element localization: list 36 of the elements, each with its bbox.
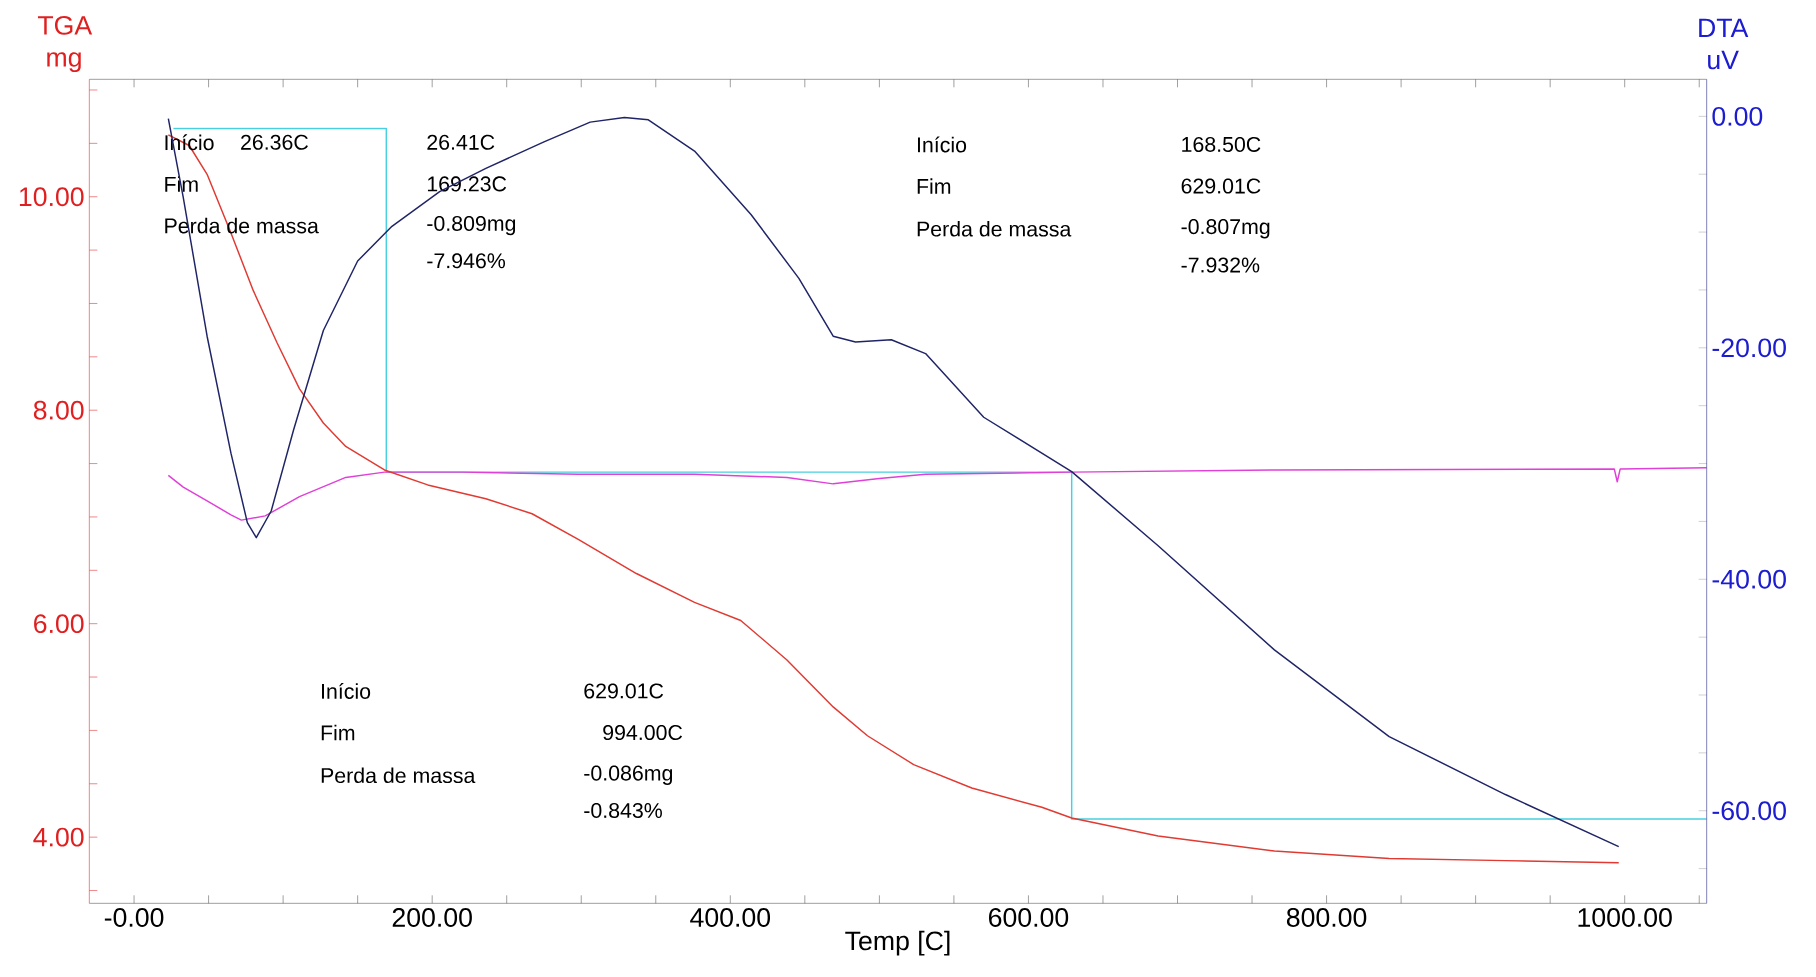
y2-tick-label: -40.00 (1712, 569, 1786, 589)
annotation: -7.946% (427, 253, 506, 269)
annotation: Perda de massa (917, 220, 1072, 237)
y2-tick-label: 0.00 (1712, 106, 1763, 126)
x-tick-label: -0.00 (104, 907, 164, 927)
annotation: Perda de massa (321, 767, 476, 783)
annotation: Fim (917, 178, 951, 194)
y2-tick-label: -20.00 (1712, 338, 1786, 358)
y-tick-label: 6.00 (34, 614, 84, 633)
annotation: -0.809mg (427, 215, 516, 236)
x-tick-label: 1000.00 (1578, 907, 1672, 927)
annotation: -0.807mg (1181, 218, 1270, 239)
annotation: -0.086mg (584, 765, 673, 785)
annotation: Início (322, 682, 371, 699)
x-tick-label: 400.00 (690, 907, 771, 927)
annotation: Fim (321, 724, 355, 741)
annotation: 168.50C (1182, 136, 1261, 152)
annotation: 26.36C (241, 134, 308, 150)
x-tick-label: 800.00 (1286, 907, 1367, 927)
line-series (167, 466, 1707, 521)
y-tick-label: 10.00 (19, 187, 84, 206)
annotation: -7.932% (1181, 257, 1260, 273)
x-axis-title: Temp [C] (845, 930, 950, 956)
annotation: 629.01C (584, 683, 664, 699)
y-tick-label: 8.00 (33, 400, 84, 420)
x-tick-label: 600.00 (989, 907, 1069, 927)
y-tick-label: 4.00 (33, 827, 84, 847)
annotation: Início (917, 136, 967, 153)
annotation: -0.843% (584, 802, 662, 818)
annotation: 26.41C (427, 134, 495, 150)
y2-axis-title: DTA uV (1699, 18, 1749, 70)
y2-tick-label: -60.00 (1712, 801, 1786, 821)
annotation: 994.00C (603, 724, 683, 740)
y-axis-title: TGA mg (37, 15, 93, 72)
annotation: 629.01C (1181, 178, 1261, 194)
x-tick-label: 200.00 (392, 907, 472, 927)
